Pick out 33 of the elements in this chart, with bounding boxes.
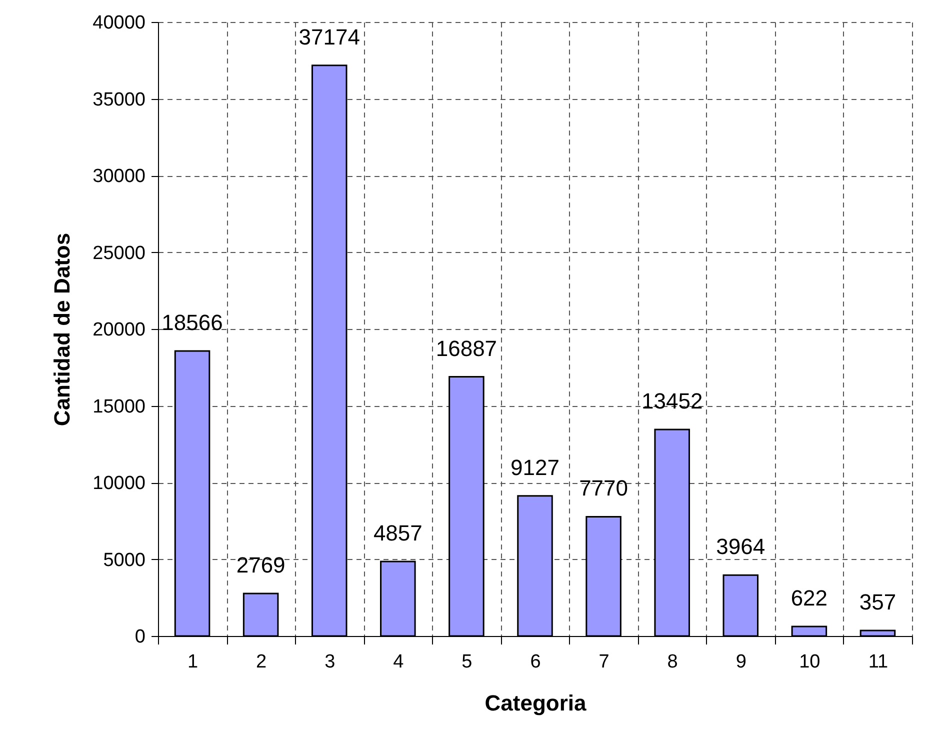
x-tick-label: 1 [187,652,198,672]
data-label: 3964 [716,534,766,560]
x-tick-label: 9 [736,652,746,672]
data-label: 16887 [436,336,498,361]
x-tick-label: 10 [799,652,820,672]
data-label: 9127 [510,454,560,480]
x-tick-label: 11 [868,652,888,672]
y-tick-label: 30000 [92,166,146,187]
x-tick-label: 8 [667,652,678,672]
data-label: 357 [859,590,896,615]
y-axis-title: Cantidad de Datos [50,232,75,426]
y-tick-label: 35000 [92,89,146,110]
y-tick-label: 15000 [92,396,146,418]
y-tick-label: 25000 [92,242,146,264]
x-tick-label: 5 [462,652,472,672]
x-tick-label: 7 [598,652,610,672]
data-label: 37174 [298,24,360,50]
data-label: 18566 [162,310,223,336]
y-tick-label: 0 [134,626,146,648]
data-label: 2769 [236,552,286,578]
x-axis-title: Categoria [484,690,587,716]
x-tick-label: 4 [393,652,404,672]
x-tick-label: 6 [530,652,541,672]
y-tick-label: 20000 [92,320,146,340]
y-tick-label: 10000 [92,473,146,494]
x-tick-label: 3 [324,652,336,672]
data-label: 4857 [373,520,422,546]
y-tick-label: 40000 [92,12,146,34]
data-label: 13452 [641,388,703,414]
x-tick-label: 2 [256,652,267,672]
y-tick-label: 5000 [103,550,146,571]
data-label: 622 [790,585,828,610]
data-label: 7770 [579,476,628,501]
